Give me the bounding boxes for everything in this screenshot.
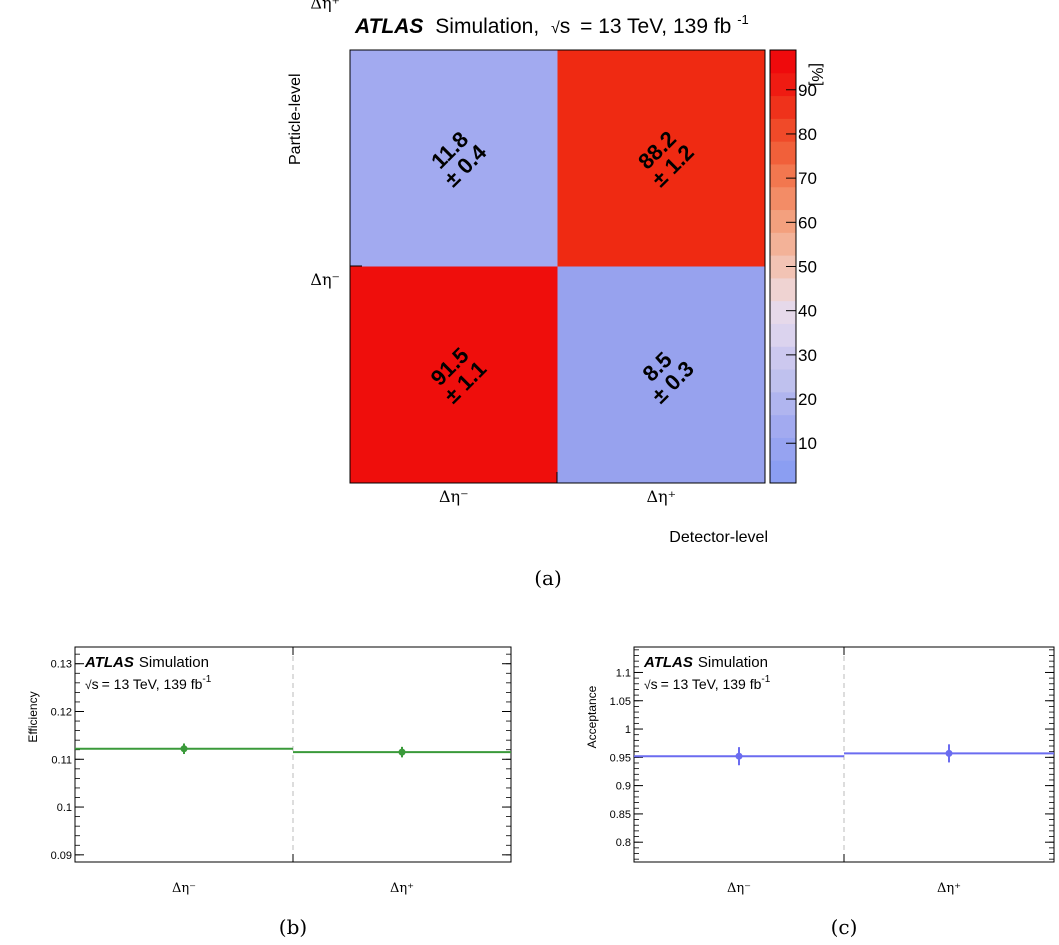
colorbar-step bbox=[770, 277, 796, 302]
title-exponent: -1 bbox=[737, 12, 749, 27]
title-sqrt-symbol: √ bbox=[551, 20, 560, 37]
x-tick-label: Δη⁺ bbox=[937, 881, 961, 896]
colorbar-step bbox=[770, 141, 796, 165]
y-tick-label: 0.85 bbox=[610, 809, 631, 821]
y-axis-label: Acceptance bbox=[585, 685, 599, 748]
colorbar-tick-label: 80 bbox=[798, 125, 817, 144]
colorbar-step bbox=[770, 50, 796, 74]
colorbar-step bbox=[770, 95, 796, 119]
colorbar-step bbox=[770, 186, 796, 211]
colorbar-tick-label: 90 bbox=[798, 81, 817, 100]
title-sqrt-s: s bbox=[560, 15, 571, 38]
colorbar-step bbox=[770, 255, 796, 279]
y-tick-label: Δη⁺ bbox=[310, 0, 340, 12]
figure-a-title: ATLAS Simulation, √s = 13 TeV, 139 fb -1 bbox=[354, 12, 749, 38]
title-simulation: Simulation, bbox=[435, 15, 539, 38]
panel-frame bbox=[633, 646, 1055, 863]
colorbar-step bbox=[770, 369, 796, 393]
colorbar-step bbox=[770, 437, 796, 461]
x-tick-label: Δη⁻ bbox=[439, 487, 469, 506]
colorbar-tick-label: 40 bbox=[798, 302, 817, 321]
colorbar-tick-label: 20 bbox=[798, 390, 817, 409]
y-tick-label: 1.05 bbox=[610, 696, 631, 708]
y-tick-label: 0.9 bbox=[616, 781, 631, 793]
colorbar-step bbox=[770, 323, 796, 347]
data-point bbox=[180, 745, 188, 753]
colorbar-step bbox=[770, 460, 796, 484]
colorbar-tick-label: 30 bbox=[798, 346, 817, 365]
x-tick-label: Δη⁻ bbox=[172, 881, 196, 896]
panel-legend-line-1: ATLAS Simulation bbox=[84, 654, 209, 671]
colorbar-step bbox=[770, 414, 796, 438]
heatmap-cell bbox=[350, 50, 558, 267]
colorbar-tick-label: 70 bbox=[798, 169, 817, 188]
y-tick-label: 1 bbox=[625, 724, 631, 736]
colorbar-step bbox=[770, 300, 796, 324]
title-energy: = 13 TeV, 139 fb bbox=[580, 15, 731, 38]
heatmap-cell bbox=[557, 50, 765, 267]
panel-legend-line-1: ATLAS Simulation bbox=[643, 654, 768, 671]
colorbar-step bbox=[770, 163, 796, 188]
heatmap-axis-labels: Δη⁻ Δη⁺ Δη⁻ Δη⁺ bbox=[310, 0, 676, 506]
migration-matrix-figure: ATLAS Simulation, √s = 13 TeV, 139 fb -1… bbox=[287, 0, 825, 590]
colorbar-step bbox=[770, 209, 796, 233]
heatmap-cell bbox=[350, 266, 558, 483]
data-point bbox=[735, 752, 743, 760]
y-axis-label: Particle-level bbox=[287, 73, 304, 165]
y-tick-label: Δη⁻ bbox=[310, 270, 340, 289]
y-axis-label: Efficiency bbox=[26, 691, 40, 742]
colorbar-step bbox=[770, 346, 796, 370]
y-tick-label: 0.8 bbox=[616, 837, 631, 849]
y-tick-label: 0.1 bbox=[57, 802, 72, 814]
colorbar-step bbox=[770, 118, 796, 142]
y-tick-label: 0.13 bbox=[51, 659, 72, 671]
colorbar-unit: [%] bbox=[808, 63, 825, 86]
colorbar-step bbox=[770, 232, 796, 256]
heatmap-cell bbox=[557, 266, 765, 483]
panel-legend-line-2: √s = 13 TeV, 139 fb-1 bbox=[644, 674, 771, 692]
panel-caption: (c) bbox=[831, 915, 858, 939]
heatmap-cells bbox=[350, 50, 765, 483]
title-atlas: ATLAS bbox=[354, 15, 423, 38]
colorbar-tick-label: 50 bbox=[798, 258, 817, 277]
panel-legend-line-2: √s = 13 TeV, 139 fb-1 bbox=[85, 674, 212, 692]
colorbar: 10 20 30 40 50 60 70 80 90 bbox=[769, 49, 817, 484]
heatmap-cell-labels: 11.8± 0.4 88.2± 1.291.5± 1.1 8.5± 0.3 bbox=[426, 126, 699, 408]
y-tick-label: 0.09 bbox=[51, 850, 72, 862]
x-tick-label: Δη⁺ bbox=[390, 881, 414, 896]
data-point bbox=[398, 748, 406, 756]
caption-a: (a) bbox=[534, 566, 562, 590]
data-point bbox=[945, 749, 953, 757]
y-tick-label: 1.1 bbox=[616, 667, 631, 679]
acceptance-panel: 0.8 0.85 0.9 0.95 1 1.05 1.1 Acceptance Δη⁻ Δη⁺ AT… bbox=[585, 646, 1055, 939]
y-tick-label: 0.12 bbox=[51, 707, 72, 719]
y-tick-label: 0.95 bbox=[610, 752, 631, 764]
x-axis-label: Detector-level bbox=[669, 529, 768, 546]
colorbar-step bbox=[770, 391, 796, 416]
colorbar-tick-label: 60 bbox=[798, 213, 817, 232]
colorbar-step bbox=[770, 72, 796, 97]
efficiency-panel: 0.09 0.1 0.11 0.12 0.13 Efficiency Δη⁻ Δη⁺ ATLAS… bbox=[26, 646, 512, 939]
colorbar-tick-label: 10 bbox=[798, 434, 817, 453]
x-tick-label: Δη⁺ bbox=[646, 487, 676, 506]
y-tick-label: 0.11 bbox=[51, 754, 72, 766]
panel-frame bbox=[74, 646, 512, 863]
x-tick-label: Δη⁻ bbox=[727, 881, 751, 896]
panel-caption: (b) bbox=[279, 915, 307, 939]
